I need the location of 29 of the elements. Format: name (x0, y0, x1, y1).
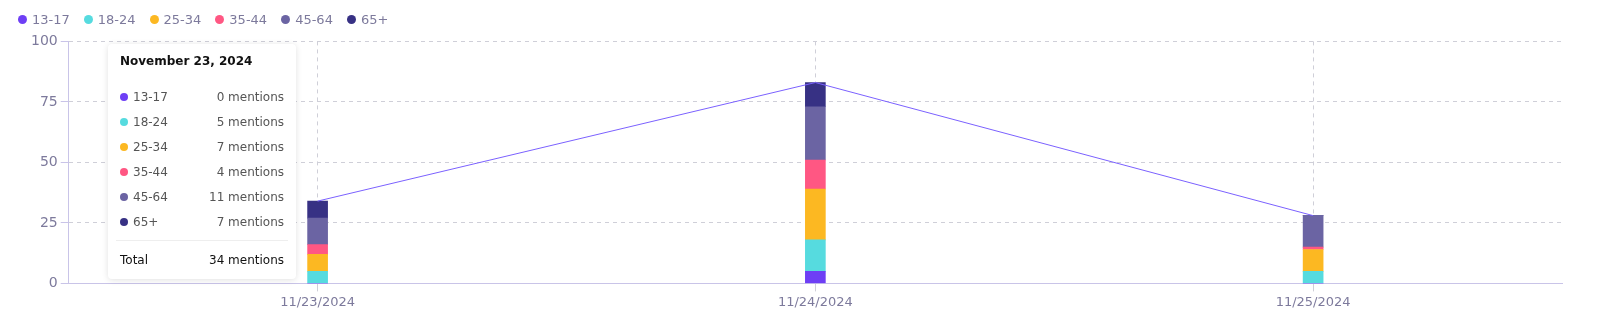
legend-label: 13-17 (133, 89, 168, 104)
y-tick-label: 25 (39, 213, 58, 230)
text: 25-34 (163, 11, 202, 27)
legend-label: 25-34 (133, 139, 168, 154)
annotation: 0 mentions (216, 89, 284, 104)
annotation: 7 mentions (216, 139, 284, 154)
annotation: Total (120, 253, 149, 267)
annotation: 34 mentions (209, 253, 284, 267)
y-tick-label: 75 (39, 92, 58, 109)
annotation: 11 mentions (209, 189, 284, 204)
y-tick-label: 0 (48, 274, 58, 291)
x-tick-label: 11/24/2024 (777, 293, 853, 309)
x-tick-label: 11/25/2024 (1275, 293, 1351, 309)
legend-label: 18-24 (133, 114, 168, 129)
legend-label: 35-44 (229, 11, 268, 27)
text: 65+ (133, 214, 159, 229)
annotation: 5 mentions (216, 114, 284, 129)
y-tick-label: 50 (39, 153, 58, 170)
text: 18-24 (97, 11, 136, 27)
x-tick-label: 11/23/2024 (280, 293, 356, 309)
annotation: 7 mentions (216, 214, 284, 229)
text: 45-64 (133, 189, 168, 204)
text: 35-44 (133, 164, 168, 179)
legend-label: 65+ (360, 11, 389, 27)
y-tick-label: 100 (30, 32, 58, 49)
legend-label: 45-64 (295, 11, 333, 27)
text: 13-17 (32, 11, 70, 27)
annotation: 4 mentions (216, 164, 284, 179)
annotation: November 23, 2024 (119, 53, 254, 70)
